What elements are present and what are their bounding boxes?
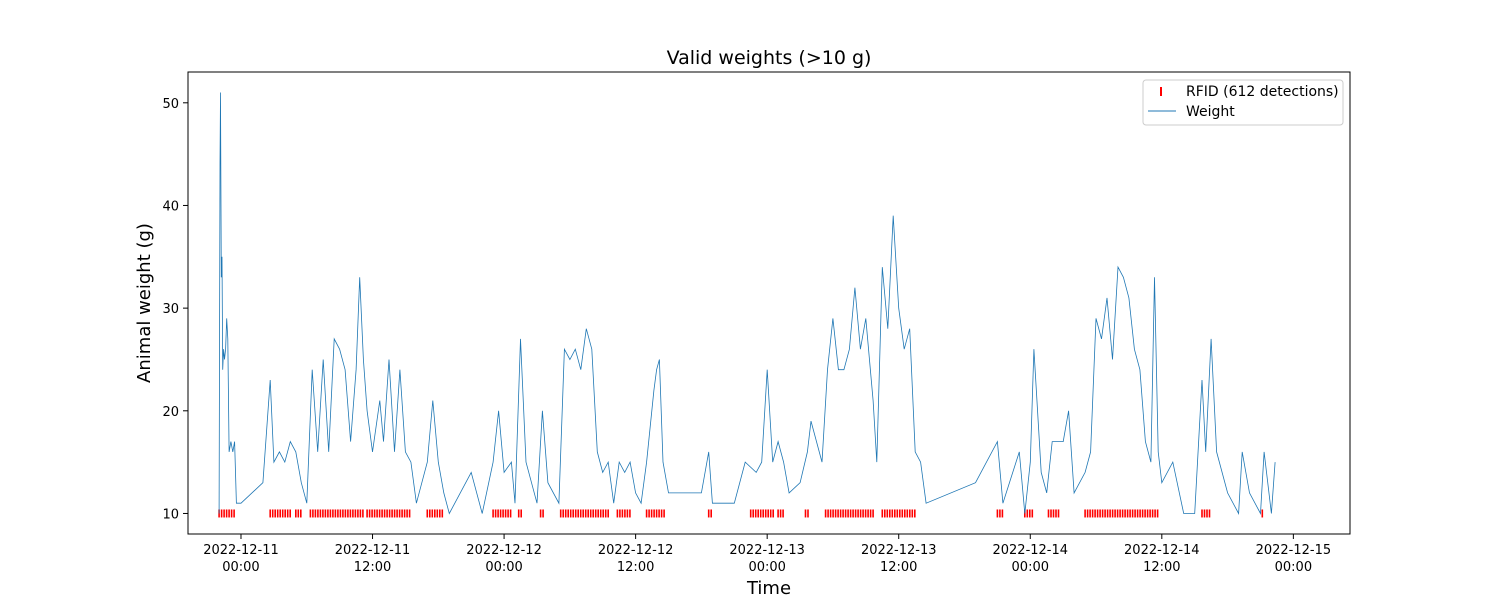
y-axis: 10 20 30 40 50 <box>162 97 188 522</box>
x-tick-label-date: 2022-12-11 <box>203 543 279 558</box>
x-tick-label-time: 00:00 <box>748 560 785 575</box>
x-tick-label-date: 2022-12-12 <box>598 543 674 558</box>
x-tick-label-date: 2022-12-15 <box>1256 543 1332 558</box>
legend-rfid-label: RFID (612 detections) <box>1186 84 1339 100</box>
x-tick-label-time: 12:00 <box>880 560 917 575</box>
x-tick-label-time: 12:00 <box>1143 560 1180 575</box>
rfid-layer <box>218 509 1264 518</box>
x-axis: 2022-12-11 00:00 2022-12-11 12:00 2022-12-12… <box>203 534 1331 575</box>
x-tick-label-time: 00:00 <box>1275 560 1312 575</box>
y-tick-label: 20 <box>162 405 179 420</box>
weight-series-line <box>218 92 1276 515</box>
y-axis-label: Animal weight (g) <box>134 223 155 383</box>
x-tick-label-date: 2022-12-13 <box>729 543 805 558</box>
y-tick-label: 10 <box>162 507 179 522</box>
x-tick-label-time: 00:00 <box>222 560 259 575</box>
x-tick-label-time: 12:00 <box>354 560 391 575</box>
y-tick-label: 50 <box>162 97 179 112</box>
x-tick-label-time: 00:00 <box>485 560 522 575</box>
x-tick-label-date: 2022-12-11 <box>335 543 411 558</box>
chart-title: Valid weights (>10 g) <box>667 47 872 69</box>
x-tick-label-date: 2022-12-14 <box>1124 543 1200 558</box>
legend: RFID (612 detections) Weight <box>1142 79 1344 126</box>
legend-box <box>1142 79 1344 126</box>
x-axis-label: Time <box>746 578 791 599</box>
x-tick-label-date: 2022-12-14 <box>992 543 1068 558</box>
x-tick-label-time: 00:00 <box>1012 560 1049 575</box>
x-tick-label-date: 2022-12-12 <box>466 543 542 558</box>
plot-frame <box>187 71 1351 535</box>
y-tick-label: 30 <box>162 302 179 317</box>
legend-weight-label: Weight <box>1186 104 1235 120</box>
y-tick-label: 40 <box>162 199 179 214</box>
plot-area <box>218 92 1276 518</box>
x-tick-label-time: 12:00 <box>617 560 654 575</box>
x-tick-label-date: 2022-12-13 <box>861 543 937 558</box>
